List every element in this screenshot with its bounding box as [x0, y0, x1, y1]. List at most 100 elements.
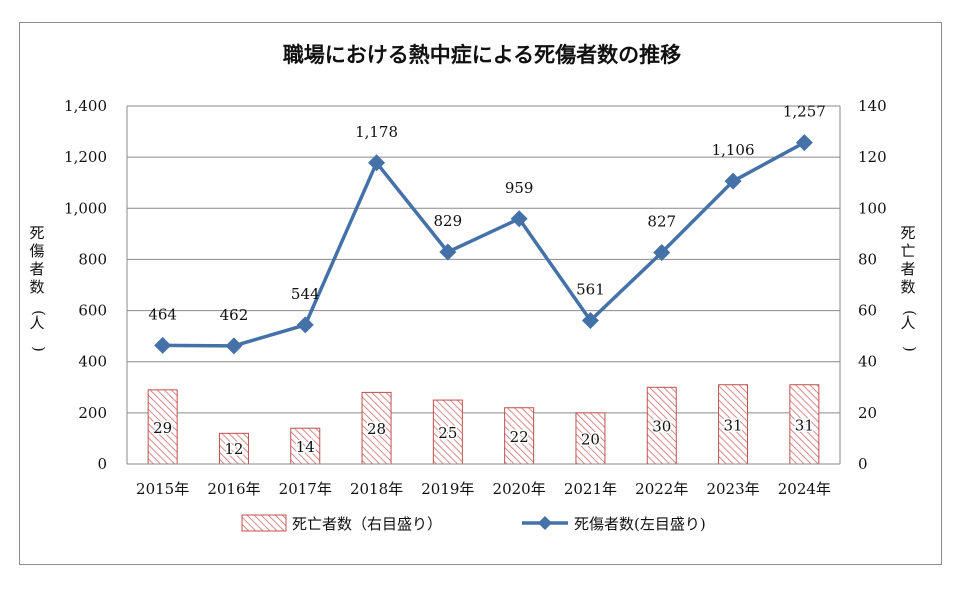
line-value-label: 959 — [505, 179, 534, 197]
bar-value-label: 31 — [795, 416, 814, 434]
bar-value-label: 12 — [224, 440, 243, 458]
x-tick-label: 2019年 — [421, 480, 474, 498]
data-point-marker — [510, 210, 528, 228]
bar-data-labels: 29 12 14 28 25 22 20 30 31 31 — [152, 415, 816, 460]
bar-value-label: 29 — [153, 419, 172, 437]
line-value-label: 829 — [434, 212, 463, 230]
bar — [218, 432, 249, 465]
x-tick-label: 2021年 — [564, 480, 617, 498]
left-tick-label: 1,000 — [64, 199, 107, 217]
bar — [504, 407, 535, 465]
line-value-label: 464 — [148, 305, 177, 323]
data-point-marker — [296, 316, 314, 334]
data-point-marker — [795, 134, 813, 152]
axis-label-char: ( — [30, 310, 48, 316]
left-tick-label: 400 — [78, 353, 107, 371]
data-point-marker — [154, 336, 172, 354]
bar-value-label: 31 — [724, 416, 743, 434]
line-series — [162, 141, 806, 348]
right-tick-label: 0 — [858, 455, 868, 473]
data-point-marker — [439, 243, 457, 261]
axis-label-char: 者 — [900, 260, 915, 278]
legend-diamond-marker — [538, 516, 552, 530]
x-tick-label: 2015年 — [136, 480, 189, 498]
left-tick-label: 600 — [78, 302, 107, 320]
axis-label-char: 人 — [29, 314, 44, 332]
right-tick-label: 80 — [858, 250, 877, 268]
right-tick-label: 40 — [858, 353, 877, 371]
bar — [789, 384, 820, 465]
bar — [432, 399, 463, 465]
line-value-label: 544 — [291, 285, 320, 303]
axis-label-char: ( — [901, 310, 919, 316]
x-axis-ticks: 2015年 2016年 2017年 2018年 2019年 2020年 2021年 2022年… — [136, 480, 831, 498]
right-tick-label: 100 — [858, 199, 887, 217]
line-value-label: 1,106 — [712, 141, 755, 159]
x-tick-label: 2018年 — [350, 480, 403, 498]
x-tick-label: 2022年 — [635, 480, 688, 498]
left-tick-label: 200 — [78, 404, 107, 422]
bar-value-label: 14 — [296, 438, 315, 456]
axis-label-char: 人 — [900, 314, 915, 332]
axis-label-char: 死 — [900, 224, 915, 242]
data-point-marker — [368, 154, 386, 172]
x-tick-label: 2023年 — [706, 480, 759, 498]
left-tick-label: 0 — [97, 455, 107, 473]
right-tick-label: 120 — [858, 148, 887, 166]
bar-value-label: 25 — [438, 424, 457, 442]
legend-bar-swatch — [241, 514, 287, 532]
axis-label-char: 数 — [900, 278, 915, 296]
data-point-marker — [581, 312, 599, 330]
axis-label-char: 死 — [29, 224, 44, 242]
left-tick-label: 800 — [78, 250, 107, 268]
data-point-marker — [653, 244, 671, 262]
chart-frame — [19, 22, 942, 565]
axis-label-char: 亡 — [900, 242, 915, 260]
line-value-label: 1,178 — [355, 123, 398, 141]
bar-value-label: 20 — [581, 430, 600, 448]
x-tick-label: 2020年 — [493, 480, 546, 498]
line-value-label: 827 — [647, 213, 676, 231]
series-line — [162, 141, 806, 348]
left-axis-label: 死傷者数 (人) — [29, 224, 48, 352]
axis-label-char: ) — [901, 346, 919, 352]
bar-value-label: 28 — [367, 420, 386, 438]
line-value-label: 1,257 — [783, 103, 826, 121]
chart-title: 職場における熱中症による死傷者数の推移 — [283, 42, 681, 67]
legend-bar-label: 死亡者数（右目盛り） — [292, 515, 442, 533]
x-tick-label: 2016年 — [207, 480, 260, 498]
axis-label-text: 死傷者数 (人) — [29, 224, 48, 352]
left-tick-label: 1,400 — [64, 97, 107, 115]
right-axis-label: 死亡者数 (人) — [900, 224, 919, 352]
bar-value-label: 30 — [652, 418, 671, 436]
left-axis-ticks: 0 200 400 600 800 1,000 1,200 1,400 — [64, 97, 107, 473]
axis-label-char: ) — [30, 346, 48, 352]
right-tick-label: 20 — [858, 404, 877, 422]
bar — [575, 412, 606, 465]
legend: 死亡者数（右目盛り） 死傷者数(左目盛り) — [241, 514, 706, 533]
bar — [361, 391, 392, 465]
axis-label-char: 傷 — [29, 242, 44, 260]
plot-axes — [126, 106, 841, 465]
legend-line-label: 死傷者数(左目盛り) — [574, 515, 706, 533]
bar — [718, 384, 749, 465]
line-value-label: 561 — [576, 281, 605, 299]
data-point-marker — [724, 172, 742, 190]
bar-series — [147, 384, 820, 465]
right-tick-label: 60 — [858, 302, 877, 320]
data-point-marker — [225, 337, 243, 355]
axis-label-char: 者 — [29, 260, 44, 278]
line-value-label: 462 — [220, 306, 249, 324]
x-tick-label: 2024年 — [778, 480, 831, 498]
bar-value-label: 22 — [510, 428, 529, 446]
right-axis-ticks: 0 20 40 60 80 100 120 140 — [858, 97, 887, 473]
left-tick-label: 1,200 — [64, 148, 107, 166]
axis-label-text: 死亡者数 (人) — [900, 224, 919, 352]
line-data-labels: 464 462 544 1,178 829 959 561 827 1,106 1,257 — [148, 103, 825, 324]
x-tick-label: 2017年 — [279, 480, 332, 498]
bar — [147, 389, 178, 465]
line-markers — [154, 134, 813, 355]
axis-label-char: 数 — [29, 278, 44, 296]
right-tick-label: 140 — [858, 97, 887, 115]
